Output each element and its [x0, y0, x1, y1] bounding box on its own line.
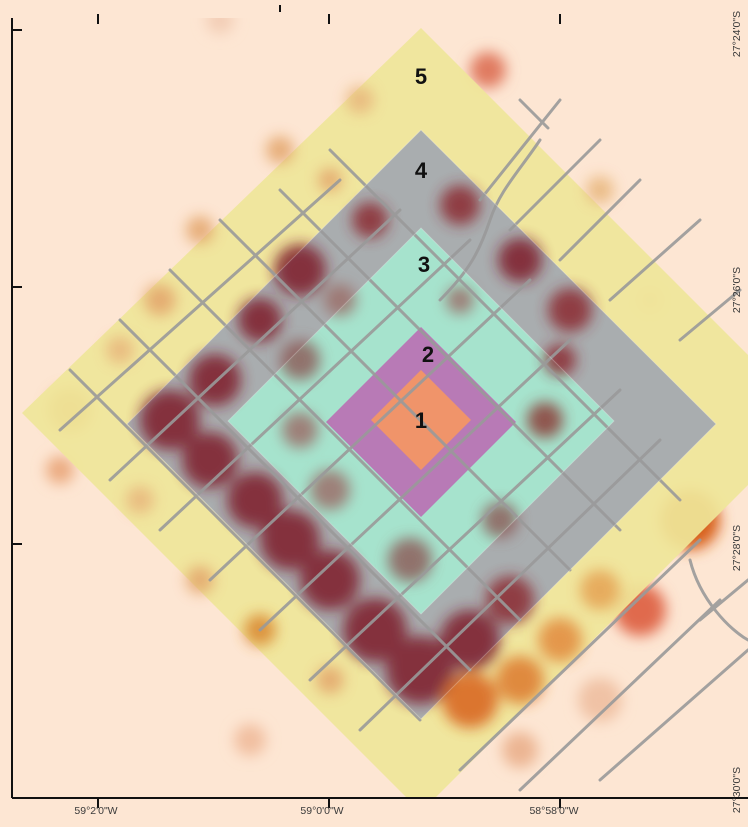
- latitude-label-4: 27°30'0"S: [731, 767, 743, 813]
- zone-label-1: 1: [415, 408, 427, 433]
- longitude-label-1: 59°2'0"W: [74, 805, 117, 817]
- street-network: [58, 98, 748, 792]
- zone-label-5: 5: [415, 64, 427, 89]
- longitude-label-3: 58°58'0"W: [529, 805, 578, 817]
- zone-label-3: 3: [418, 252, 430, 277]
- latitude-label-2: 27°26'0"S: [731, 267, 743, 313]
- latitude-label-3: 27°28'0"S: [731, 525, 743, 571]
- zone-label-4: 4: [415, 158, 428, 183]
- zone-label-2: 2: [422, 342, 434, 367]
- longitude-label-2: 59°0'0"W: [300, 805, 343, 817]
- latitude-label-1: 27°24'0"S: [731, 11, 743, 57]
- map-frame: [11, 5, 748, 808]
- zone-outlines: [126, 129, 717, 720]
